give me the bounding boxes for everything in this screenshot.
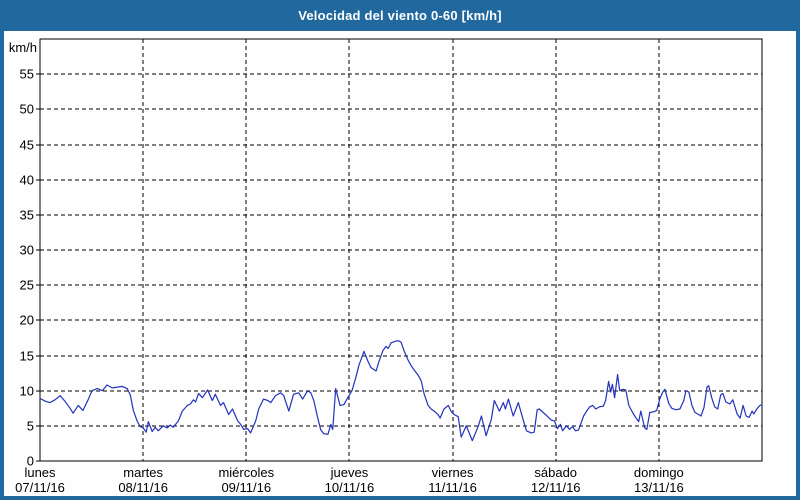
x-date-label: 13/11/16	[634, 480, 684, 495]
title-bar: Velocidad del viento 0-60 [km/h]	[0, 0, 800, 31]
y-tick-label: 50	[20, 102, 34, 117]
x-date-label: 07/11/16	[15, 480, 65, 495]
x-day-label: viernes	[432, 465, 474, 480]
x-day-label: lunes	[24, 465, 56, 480]
x-day-label: jueves	[330, 465, 369, 480]
y-tick-label: 30	[20, 243, 34, 258]
wind-speed-series-line	[39, 340, 763, 442]
y-tick-label: 45	[20, 138, 34, 153]
y-axis-unit-label: km/h	[8, 40, 37, 55]
x-day-label: sábado	[534, 465, 577, 480]
x-date-label: 12/11/16	[531, 480, 581, 495]
x-date-label: 10/11/16	[325, 480, 375, 495]
y-tick-label: 20	[20, 313, 34, 328]
y-tick-label: 35	[20, 208, 34, 223]
x-day-label: miércoles	[218, 465, 274, 480]
x-day-label: domingo	[634, 465, 684, 480]
y-tick-label: 15	[20, 349, 34, 364]
y-tick-label: 40	[20, 173, 34, 188]
y-tick-label: 0	[27, 454, 34, 469]
y-tick-label: 55	[20, 67, 34, 82]
chart-title: Velocidad del viento 0-60 [km/h]	[298, 8, 502, 23]
x-date-label: 11/11/16	[428, 480, 477, 495]
y-tick-label: 25	[20, 278, 34, 293]
x-day-label: martes	[123, 465, 163, 480]
x-date-label: 09/11/16	[221, 480, 271, 495]
y-tick-label: 5	[27, 419, 34, 434]
x-date-label: 08/11/16	[118, 480, 168, 495]
y-tick-label: 10	[20, 384, 34, 399]
plot-border	[39, 38, 763, 462]
